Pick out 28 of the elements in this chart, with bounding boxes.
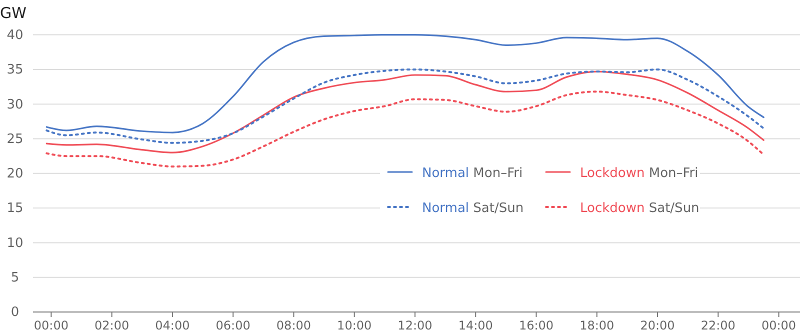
x-tick-label: 14:00	[458, 318, 493, 333]
x-tick-label: 22:00	[700, 318, 736, 333]
legend-label: Normal Mon–Fri	[422, 166, 523, 181]
x-tick-label: 08:00	[276, 318, 312, 333]
x-tick-label: 00:00	[761, 318, 796, 333]
y-tick-label: 10	[6, 236, 24, 251]
y-axis-title: GW	[0, 4, 27, 22]
legend-label: Normal Sat/Sun	[422, 201, 524, 216]
y-tick-label: 20	[6, 166, 24, 182]
x-tick-label: 04:00	[155, 318, 190, 333]
legend-label: Lockdown Sat/Sun	[580, 201, 700, 216]
y-tick-label: 30	[6, 97, 24, 112]
y-tick-label: 15	[6, 201, 24, 216]
y-tick-label: 25	[6, 132, 24, 147]
legend-label: Lockdown Mon–Fri	[580, 166, 698, 181]
y-tick-label: 5	[10, 270, 20, 286]
y-tick-label: 0	[10, 305, 20, 320]
x-tick-label: 02:00	[94, 318, 130, 333]
y-tick-label: 40	[6, 28, 24, 43]
x-tick-label: 18:00	[580, 318, 614, 333]
x-tick-label: 10:00	[337, 318, 372, 333]
x-tick-label: 06:00	[216, 318, 250, 333]
x-tick-label: 12:00	[398, 318, 432, 333]
line-series	[46, 90, 765, 168]
x-tick-label: 16:00	[518, 318, 554, 333]
y-tick-label: 35	[6, 62, 24, 78]
x-tick-label: 00:00	[34, 318, 68, 333]
x-tick-label: 20:00	[640, 318, 675, 333]
